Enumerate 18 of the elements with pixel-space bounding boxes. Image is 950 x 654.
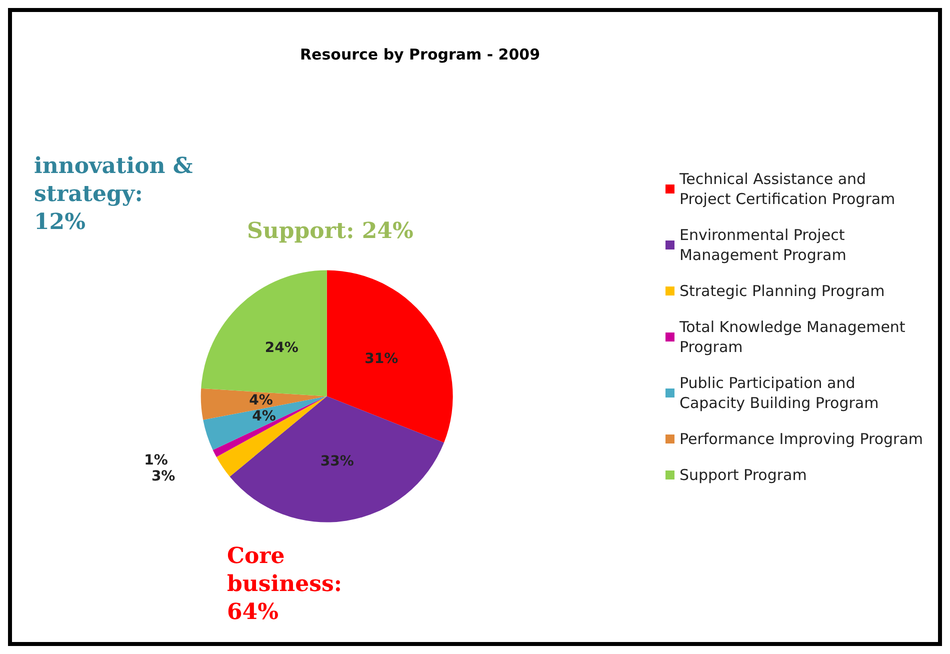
data-label: 33% [320, 453, 354, 470]
data-label: 3% [151, 468, 176, 484]
data-label: 24% [264, 340, 298, 356]
legend-label: Support Program [679, 466, 807, 484]
legend-label: Performance Improving Program [679, 430, 924, 448]
text: innovation & strategy: 12% [34, 153, 193, 235]
legend-label: Public Participation and Capacity Building Program [679, 374, 879, 412]
legend-label: Strategic Planning Program [679, 282, 885, 300]
legend-label: Technical Assistance and Project Certification Program [678, 170, 896, 208]
chart-title: Resource by Program - 2009 [300, 46, 540, 64]
legend-label: Environmental Project Management Program [679, 226, 846, 264]
text: Support: 24% [247, 218, 414, 244]
data-label: 4% [252, 408, 276, 425]
data-label: 31% [364, 351, 398, 368]
data-label: 1% [144, 452, 168, 468]
legend-label: Total Knowledge Management Program [678, 318, 906, 356]
text: Core business: 64% [227, 543, 342, 625]
data-label: 4% [249, 392, 273, 408]
